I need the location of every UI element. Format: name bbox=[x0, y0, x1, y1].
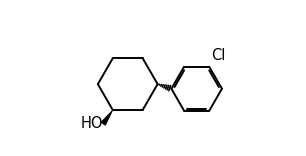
Text: Cl: Cl bbox=[211, 48, 225, 63]
Polygon shape bbox=[101, 110, 113, 125]
Text: HO: HO bbox=[81, 116, 103, 131]
